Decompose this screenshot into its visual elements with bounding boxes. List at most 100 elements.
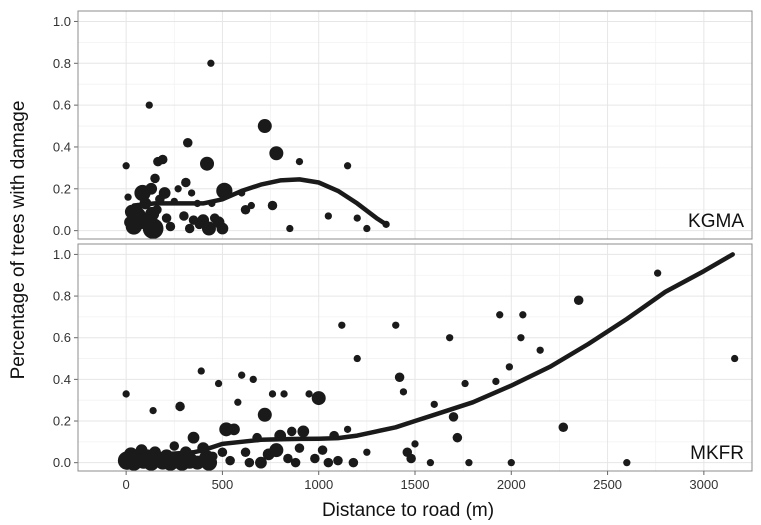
data-point bbox=[240, 447, 251, 458]
data-point bbox=[363, 448, 371, 456]
x-tick-label: 2000 bbox=[497, 477, 526, 492]
data-point bbox=[183, 138, 193, 148]
data-point bbox=[430, 400, 438, 408]
data-point bbox=[179, 211, 189, 221]
data-point bbox=[505, 363, 513, 371]
data-point bbox=[305, 390, 313, 398]
data-point bbox=[317, 445, 328, 455]
y-tick-label: 0.2 bbox=[53, 181, 71, 196]
data-point bbox=[294, 443, 305, 453]
data-point bbox=[348, 457, 359, 468]
smooth-trend-line bbox=[131, 252, 735, 459]
y-tick-label: 0.8 bbox=[53, 289, 71, 304]
data-point bbox=[338, 321, 346, 329]
data-point bbox=[268, 390, 277, 398]
data-point bbox=[343, 162, 352, 170]
data-point bbox=[290, 457, 301, 468]
data-point bbox=[247, 201, 255, 210]
panel-kgma: 0.0 0.2 0.4 0.6 0.8 1.0 KGMA bbox=[53, 10, 753, 240]
data-point bbox=[399, 388, 408, 396]
data-point bbox=[200, 156, 215, 171]
data-point bbox=[731, 354, 739, 363]
data-point bbox=[150, 173, 160, 184]
data-point bbox=[406, 453, 416, 464]
x-tick-label: 500 bbox=[212, 477, 234, 492]
data-point bbox=[507, 459, 515, 467]
data-point bbox=[184, 223, 195, 234]
data-point bbox=[286, 426, 297, 437]
data-point bbox=[234, 398, 242, 406]
x-tick-label: 1000 bbox=[304, 477, 333, 492]
data-point bbox=[394, 372, 405, 383]
data-point bbox=[283, 453, 293, 464]
data-point bbox=[297, 425, 310, 438]
x-tick-label: 1500 bbox=[401, 477, 430, 492]
data-point bbox=[392, 321, 400, 329]
y-tick-label: 0.0 bbox=[53, 455, 71, 470]
panel-label: MKFR bbox=[690, 443, 744, 464]
data-point bbox=[122, 390, 130, 398]
data-point bbox=[225, 455, 235, 466]
data-point bbox=[157, 154, 168, 165]
data-point bbox=[165, 221, 176, 232]
data-point bbox=[161, 213, 172, 223]
data-point bbox=[295, 157, 304, 166]
data-point bbox=[269, 146, 284, 161]
data-point bbox=[446, 334, 454, 342]
data-point bbox=[197, 367, 205, 375]
data-point bbox=[448, 412, 459, 422]
panel-frame bbox=[77, 10, 753, 240]
data-point bbox=[558, 422, 569, 433]
data-point bbox=[217, 447, 228, 458]
data-point bbox=[426, 459, 435, 467]
x-tick-label: 0 bbox=[123, 477, 130, 492]
data-point bbox=[519, 311, 527, 319]
data-point bbox=[517, 334, 525, 342]
data-point bbox=[174, 185, 182, 193]
data-point bbox=[269, 443, 284, 458]
y-tick-label: 0.0 bbox=[53, 223, 71, 238]
panel-label: KGMA bbox=[688, 211, 744, 232]
data-point bbox=[244, 457, 255, 468]
data-point bbox=[149, 406, 157, 415]
x-tick-label: 3000 bbox=[689, 477, 718, 492]
data-point bbox=[353, 354, 361, 363]
y-tick-label: 0.8 bbox=[53, 56, 71, 71]
data-point bbox=[492, 377, 500, 386]
data-point bbox=[324, 212, 332, 220]
y-axis-title: Percentage of trees with damage bbox=[8, 101, 29, 380]
data-point bbox=[333, 455, 343, 466]
data-point bbox=[181, 177, 191, 188]
data-point bbox=[255, 456, 267, 469]
panels-layer: 0.0 0.2 0.4 0.6 0.8 1.0 KGMA 0.0 0.2 0.4 0.6 0.8 1.0… bbox=[53, 10, 753, 472]
data-point bbox=[623, 459, 631, 467]
data-point bbox=[240, 204, 251, 215]
data-point bbox=[228, 423, 240, 436]
data-point bbox=[323, 457, 334, 468]
data-point bbox=[311, 391, 326, 406]
y-tick-label: 0.6 bbox=[53, 98, 71, 113]
data-point bbox=[216, 222, 229, 235]
data-point bbox=[267, 200, 278, 211]
data-point bbox=[201, 221, 216, 236]
data-point bbox=[207, 59, 215, 67]
data-point bbox=[465, 459, 473, 467]
data-point bbox=[257, 407, 272, 422]
data-point bbox=[169, 441, 180, 451]
data-point bbox=[496, 311, 504, 319]
data-point bbox=[187, 431, 200, 444]
data-point bbox=[461, 379, 469, 388]
data-point bbox=[286, 224, 294, 233]
data-point bbox=[353, 214, 361, 222]
x-axis-title: Distance to road (m) bbox=[322, 500, 494, 521]
data-point bbox=[654, 269, 662, 277]
y-tick-label: 0.2 bbox=[53, 414, 71, 429]
data-point bbox=[175, 401, 185, 412]
data-point bbox=[158, 187, 171, 199]
data-point bbox=[238, 371, 246, 379]
data-point bbox=[573, 295, 584, 305]
y-tick-label: 1.0 bbox=[53, 247, 71, 262]
data-point bbox=[536, 346, 544, 354]
y-tick-label: 0.4 bbox=[53, 139, 71, 154]
